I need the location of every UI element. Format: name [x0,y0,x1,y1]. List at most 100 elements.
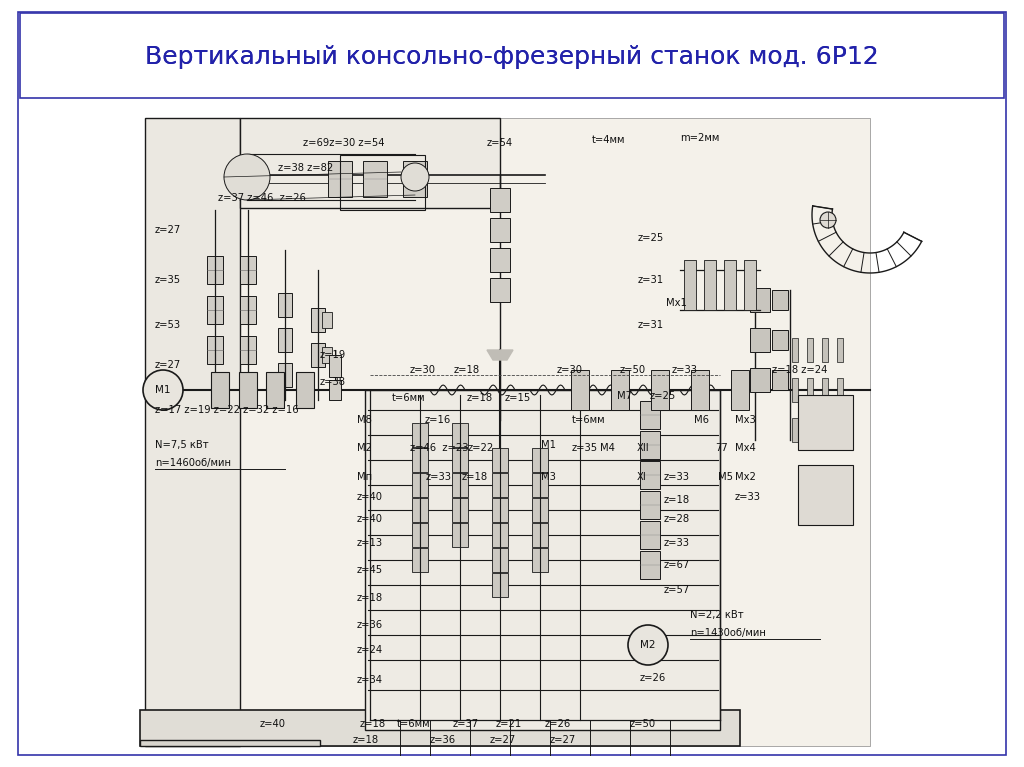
Bar [798,465,853,525]
Bar [145,118,870,746]
Bar [329,380,341,400]
Text: z=38 z=82: z=38 z=82 [278,163,333,173]
Text: z=27: z=27 [155,360,181,370]
Text: z=18: z=18 [360,719,386,729]
Bar [296,372,314,408]
Bar [20,13,1004,98]
Bar [492,498,508,522]
Text: z=46  z=23: z=46 z=23 [410,443,469,453]
Text: Вертикальный консольно-фрезерный станок мод. 6Р12: Вертикальный консольно-фрезерный станок … [145,45,879,69]
Bar [492,573,508,597]
Bar [822,378,828,402]
Bar [792,378,798,402]
Text: z=26: z=26 [640,673,667,683]
Bar [705,260,716,310]
Bar [207,296,223,324]
Bar [311,308,325,332]
Bar [329,355,341,377]
Bar [403,161,427,197]
Bar [340,155,425,210]
Text: М6: М6 [694,415,709,425]
Text: z=26: z=26 [545,719,571,729]
Bar [750,328,770,352]
Text: z=33: z=33 [664,538,690,548]
Bar [532,473,548,497]
Text: z=38: z=38 [319,377,346,387]
Bar [792,338,798,362]
Bar [750,288,770,312]
Text: z=40: z=40 [260,719,286,729]
Bar [311,343,325,367]
Bar [240,296,256,324]
Text: z=37 z=46  z=26: z=37 z=46 z=26 [218,193,306,203]
Bar [492,473,508,497]
Text: z=53: z=53 [155,320,181,330]
Text: М4: М4 [600,443,614,453]
Text: Вертикальный консольно-фрезерный станок мод. 6Р12: Вертикальный консольно-фрезерный станок … [145,45,879,69]
Bar [611,370,629,410]
Bar [490,218,510,242]
Text: Мх4: Мх4 [735,443,756,453]
Text: N=2,2 кВт: N=2,2 кВт [690,610,743,620]
Bar [452,498,468,522]
Bar [412,473,428,497]
Text: M7: M7 [617,391,632,401]
Bar [640,491,660,519]
Bar [651,370,669,410]
Text: z=36: z=36 [357,620,383,630]
Text: М2: М2 [357,443,372,453]
Bar [412,448,428,472]
Text: z=50: z=50 [630,719,656,729]
Text: z=33: z=33 [664,472,690,482]
Text: М8: М8 [357,415,372,425]
Bar [731,370,749,410]
Text: z=27: z=27 [550,735,577,745]
Bar [724,260,736,310]
Text: 77: 77 [715,443,728,453]
Bar [452,423,468,447]
Bar [412,523,428,547]
Bar [452,448,468,472]
Bar [837,378,843,402]
Bar [837,418,843,442]
Bar [278,363,292,387]
Bar [772,290,788,310]
Text: z=25: z=25 [650,391,676,401]
Text: z=40: z=40 [357,514,383,524]
Text: М2: М2 [640,640,655,650]
Text: Мх3: Мх3 [735,415,756,425]
Text: z=54: z=54 [487,138,513,148]
Text: Мх2: Мх2 [735,472,756,482]
Bar [807,338,813,362]
Bar [640,461,660,489]
Text: z=15: z=15 [505,393,531,403]
Circle shape [628,625,668,665]
Text: z=18: z=18 [664,495,690,505]
Text: z=40: z=40 [357,492,383,502]
Bar [532,523,548,547]
Text: z=28: z=28 [664,514,690,524]
Circle shape [820,212,836,228]
Text: z=18: z=18 [467,393,494,403]
Bar [640,521,660,549]
Bar [640,431,660,459]
Text: z=36: z=36 [430,735,456,745]
Bar [807,418,813,442]
Circle shape [224,154,270,200]
Bar [211,372,229,408]
Text: z=33: z=33 [735,492,761,502]
Text: z=35: z=35 [155,275,181,285]
Bar [772,330,788,350]
Text: N=7,5 кВт: N=7,5 кВт [155,440,209,450]
Text: z=21: z=21 [496,719,522,729]
Text: z=33: z=33 [672,365,698,375]
Text: z=57: z=57 [664,585,690,595]
Text: Мп: Мп [357,472,372,482]
Bar [822,418,828,442]
Bar [807,378,813,402]
Bar [571,370,589,410]
Polygon shape [487,350,513,360]
Text: XI: XI [637,472,647,482]
Bar [490,188,510,212]
Text: n=1430об/мин: n=1430об/мин [690,628,766,638]
